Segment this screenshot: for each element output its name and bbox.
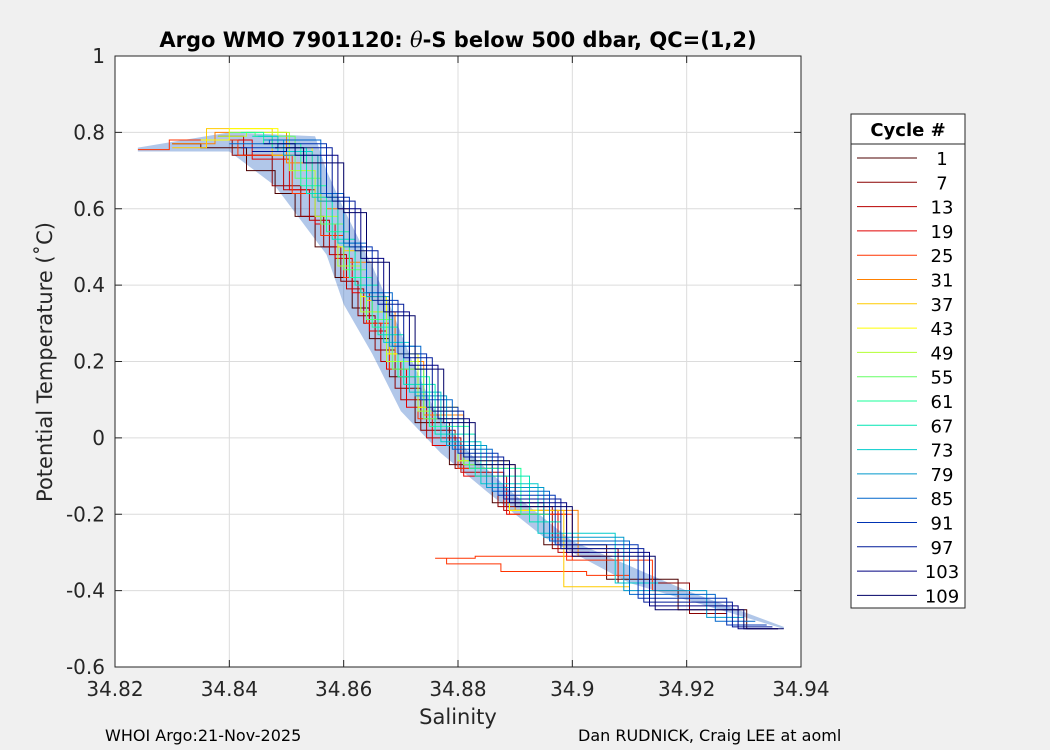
legend-label-109: 109: [925, 586, 959, 607]
legend-label-67: 67: [931, 416, 954, 437]
legend-label-55: 55: [931, 368, 954, 389]
x-tick-label: 34.88: [429, 677, 486, 701]
y-tick-label: -0.2: [66, 502, 105, 526]
legend-label-73: 73: [931, 441, 954, 462]
y-tick-label: 0.2: [73, 350, 105, 374]
legend-items: 1 7 13 19 25 31 37 43 49 55 61 67 73 79 85 91 97 103 109: [857, 149, 959, 607]
x-axis-label: Salinity: [419, 705, 497, 729]
x-tick-label: 34.9: [550, 677, 595, 701]
y-tick-label: 1: [92, 44, 105, 68]
x-tick-label: 34.92: [658, 677, 715, 701]
footer-right: Dan RUDNICK, Craig LEE at aoml: [578, 726, 841, 745]
x-tick-label: 34.84: [201, 677, 258, 701]
legend-label-31: 31: [931, 271, 954, 292]
y-tick-label: -0.6: [66, 655, 105, 679]
legend-label-19: 19: [931, 222, 954, 243]
legend-label-1: 1: [936, 149, 947, 170]
legend-label-25: 25: [931, 246, 954, 267]
tick-layer: 34.82 34.84 34.86 34.88 34.9 34.92 34.94 1 0.8 0.…: [66, 44, 830, 701]
legend-label-91: 91: [931, 514, 954, 535]
legend-label-103: 103: [925, 562, 959, 583]
legend-label-43: 43: [931, 319, 954, 340]
y-tick-label: 0: [92, 426, 105, 450]
legend: Cycle # 1 7 13 19 25 31 37 43 49 55 61 67 73 79 85 91 97…: [850, 113, 966, 609]
chart-title-theta: θ: [410, 28, 423, 52]
legend-label-79: 79: [931, 465, 954, 486]
x-tick-label: 34.82: [86, 677, 143, 701]
legend-title: Cycle #: [870, 120, 945, 141]
legend-label-13: 13: [931, 198, 954, 219]
chart-title-suffix: -S below 500 dbar, QC=(1,2): [423, 28, 757, 52]
footer-left: WHOI Argo:21-Nov-2025: [105, 726, 301, 745]
y-tick-label: -0.4: [66, 579, 105, 603]
x-tick-label: 34.86: [315, 677, 372, 701]
legend-label-7: 7: [936, 173, 947, 194]
series-line-cycle-109: [275, 147, 784, 630]
y-axis-label: Potential Temperature (˚C): [33, 222, 57, 502]
legend-label-61: 61: [931, 392, 954, 413]
legend-box: [850, 113, 966, 609]
legend-label-85: 85: [931, 489, 954, 510]
x-tick-label: 34.94: [772, 677, 829, 701]
chart-title: Argo WMO 7901120: θ-S below 500 dbar, QC…: [159, 28, 756, 52]
legend-label-37: 37: [931, 295, 954, 316]
y-tick-label: 0.6: [73, 197, 105, 221]
data-layer: [137, 128, 784, 630]
y-tick-label: 0.8: [73, 120, 105, 144]
legend-label-49: 49: [931, 343, 954, 364]
series-line-cycle-73: [257, 135, 659, 584]
legend-label-97: 97: [931, 538, 954, 559]
chart-title-prefix: Argo WMO 7901120:: [159, 28, 410, 52]
y-tick-label: 0.4: [73, 273, 105, 297]
series-line-cycle-79: [263, 139, 744, 618]
